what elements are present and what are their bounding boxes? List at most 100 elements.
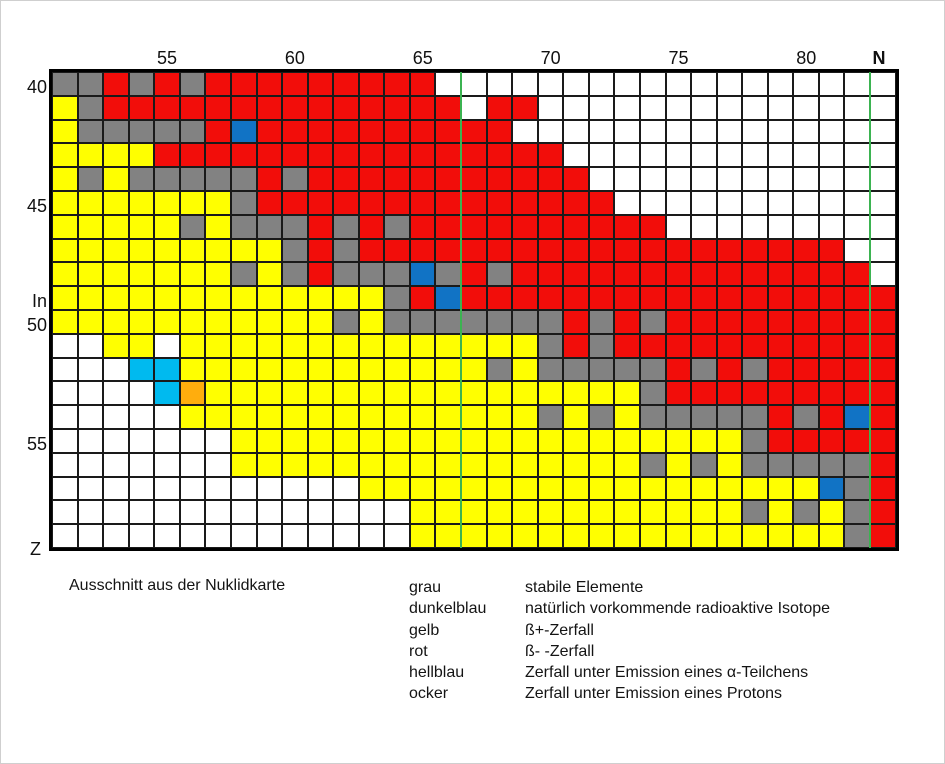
nuclide-cell [52,167,78,191]
nuclide-cell [282,405,308,429]
nuclide-cell [205,143,231,168]
nuclide-cell [256,333,283,358]
nuclide-cell [103,381,129,406]
nuclide-cell [716,190,743,215]
nuclide-cell [563,119,589,144]
nuclide-cell [333,428,359,453]
nuclide-cell [358,333,385,358]
nuclide-cell [588,119,615,144]
nuclide-cell [563,500,589,525]
nuclide-cell [333,214,359,239]
nuclide-cell [512,119,538,144]
nuclide-cell [793,167,819,191]
nuclide-cell [486,286,513,310]
nuclide-cell [742,524,768,548]
y-tick-label-55: 55 [26,433,47,454]
nuclide-cell [154,214,180,239]
nuclide-cell [205,119,231,144]
nuclide-cell [563,405,589,429]
legend-color-name: gelb [409,621,440,639]
nuclide-cell [537,357,564,382]
nuclide-cell [256,95,283,120]
nuclide-cell [358,143,385,168]
legend-color-name: ocker [409,685,449,703]
nuclide-cell [767,190,794,215]
nuclide-cell [461,357,487,382]
nuclide-cell [767,214,794,239]
nuclide-cell [716,405,743,429]
nuclide-cell [307,238,334,263]
nuclide-cell [588,286,615,310]
nuclide-cell [844,238,870,263]
nuclide-cell [537,95,564,120]
nuclide-cell [384,238,410,263]
nuclide-cell [665,381,692,406]
nuclide-cell [588,262,615,287]
nuclide-cell [793,119,819,144]
nuclide-cell [435,405,461,429]
nuclide-cell [691,333,717,358]
nuclide-cell [512,190,538,215]
nuclide-cell [384,428,410,453]
nuclide-cell [409,238,436,263]
nuclide-cell [870,238,896,263]
nuclide-cell [154,238,180,263]
nuclide-cell [639,190,666,215]
nuclide-cell [563,238,589,263]
nuclide-cell [230,72,257,96]
nuclide-cell [537,262,564,287]
nuclide-cell [256,238,283,263]
nuclide-cell [486,119,513,144]
nuclide-cell [154,190,180,215]
nuclide-cell [461,309,487,334]
nuclide-cell [793,214,819,239]
nuclide-cell [307,524,334,548]
nuclide-cell [333,95,359,120]
nuclide-cell [588,452,615,477]
nuclide-cell [128,143,155,168]
nuclide-cell [639,72,666,96]
nuclide-cell [512,72,538,96]
nuclide-cell [256,428,283,453]
nuclide-cell [588,72,615,96]
nuclide-cell [435,190,461,215]
nuclide-cell [358,286,385,310]
nuclide-cell [435,476,461,501]
nuclide-cell [52,524,78,548]
nuclide-cell [665,262,692,287]
nuclide-cell [537,500,564,525]
nuclide-cell [793,143,819,168]
nuclide-cell [767,500,794,525]
nuclide-cell [742,167,768,191]
nuclide-cell [818,381,845,406]
nuclide-cell [103,452,129,477]
nuclide-cell [103,357,129,382]
nuclide-cell [205,262,231,287]
nuclide-cell [614,119,640,144]
nuclide-cell [103,405,129,429]
nuclide-cell [282,72,308,96]
nuclide-cell [742,95,768,120]
nuclide-cell [256,167,283,191]
nuclide-cell [52,357,78,382]
nuclide-cell [870,500,896,525]
nuclide-cell [52,190,78,215]
nuclide-cell [512,476,538,501]
green-marker-line-n66 [460,72,463,548]
nuclide-cell [793,428,819,453]
nuclide-cell [639,524,666,548]
nuclide-cell [742,428,768,453]
nuclide-cell [77,190,104,215]
nuclide-cell [52,381,78,406]
nuclide-cell [103,286,129,310]
nuclide-cell [205,167,231,191]
nuclide-cell [230,143,257,168]
nuclide-cell [742,143,768,168]
nuclide-cell [128,381,155,406]
nuclide-cell [256,405,283,429]
nuclide-cell [563,524,589,548]
nuclide-cell [716,95,743,120]
nuclide-cell [614,500,640,525]
nuclide-cell [691,72,717,96]
nuclide-cell [486,452,513,477]
